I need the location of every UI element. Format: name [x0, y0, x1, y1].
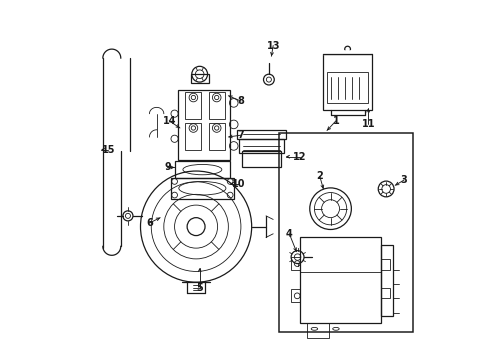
Text: 2: 2	[316, 171, 323, 181]
Text: 7: 7	[237, 130, 244, 140]
Bar	[242, 151, 281, 167]
Text: 11: 11	[361, 120, 374, 129]
Text: 1: 1	[332, 116, 339, 126]
Text: 13: 13	[266, 41, 279, 50]
Text: 6: 6	[146, 218, 153, 228]
Bar	[278, 134, 412, 332]
Bar	[306, 323, 328, 338]
Bar	[380, 244, 392, 316]
Bar	[190, 74, 208, 83]
Text: 10: 10	[232, 179, 245, 189]
Bar	[171, 178, 233, 199]
Bar	[326, 72, 367, 103]
Text: 15: 15	[102, 144, 115, 154]
Bar	[208, 92, 224, 119]
Polygon shape	[323, 51, 371, 54]
Bar	[174, 161, 230, 178]
Bar	[185, 123, 201, 149]
Bar	[239, 139, 284, 153]
Text: 8: 8	[237, 96, 244, 106]
Bar	[237, 130, 285, 139]
Text: 14: 14	[162, 116, 176, 126]
Bar	[178, 90, 230, 160]
Text: 12: 12	[293, 152, 306, 162]
Bar	[290, 289, 300, 302]
Bar	[185, 92, 201, 119]
Bar	[323, 54, 371, 110]
Bar	[208, 123, 224, 149]
Bar	[380, 288, 389, 298]
Bar	[380, 259, 389, 270]
Text: 4: 4	[285, 229, 292, 239]
Bar	[290, 257, 300, 270]
Text: 9: 9	[163, 162, 170, 172]
Bar	[300, 237, 380, 323]
Text: 5: 5	[196, 283, 203, 293]
Text: 3: 3	[400, 175, 407, 185]
